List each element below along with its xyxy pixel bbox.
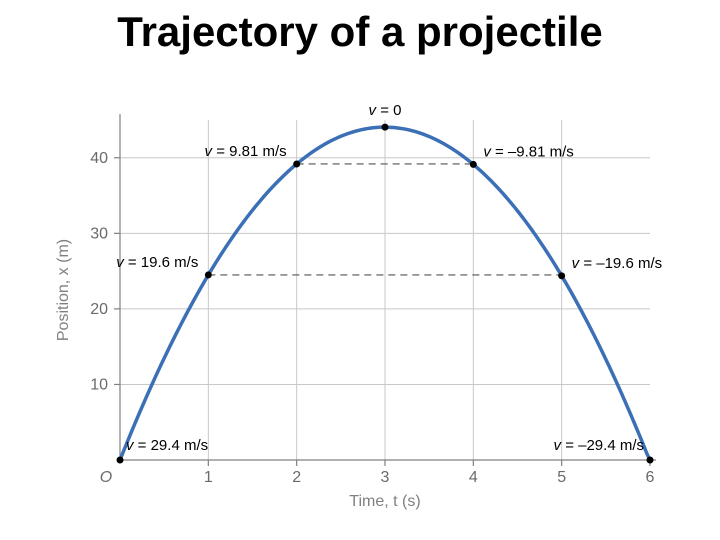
x-axis-label: Time, t (s) bbox=[349, 493, 420, 510]
origin-label: O bbox=[100, 469, 112, 486]
y-axis-label: Position, x (m) bbox=[55, 239, 72, 341]
x-tick-label: 5 bbox=[557, 469, 566, 486]
data-point bbox=[117, 457, 124, 464]
trajectory-chart: 1 2 3 4 5 6 10 20 30 40 O Time, t (s) Position, x (m… bbox=[40, 90, 680, 520]
x-tick-label: 2 bbox=[292, 469, 301, 486]
velocity-annotation: v = 29.4 m/s bbox=[126, 437, 208, 454]
velocity-annotation: v = 9.81 m/s bbox=[205, 143, 287, 160]
x-tick-label: 6 bbox=[646, 469, 655, 486]
slide: Trajectory of a projectile 1 2 3 4 5 6 10 20 30 4… bbox=[0, 0, 720, 540]
y-tick-label: 40 bbox=[90, 150, 108, 167]
velocity-annotation: v = –19.6 m/s bbox=[572, 255, 662, 272]
x-tick-label: 1 bbox=[204, 469, 213, 486]
velocity-annotation: v = 19.6 m/s bbox=[116, 254, 198, 271]
y-tick-label: 10 bbox=[90, 376, 108, 393]
data-point bbox=[647, 457, 654, 464]
slide-title: Trajectory of a projectile bbox=[0, 0, 720, 56]
data-point bbox=[382, 124, 389, 131]
velocity-annotation: v = –9.81 m/s bbox=[483, 143, 573, 160]
data-point bbox=[558, 272, 565, 279]
y-tick-label: 30 bbox=[90, 225, 108, 242]
data-point bbox=[470, 161, 477, 168]
x-tick-label: 4 bbox=[469, 469, 478, 486]
velocity-annotation: v = –29.4 m/s bbox=[554, 437, 644, 454]
data-point bbox=[205, 271, 212, 278]
velocity-annotation: v = 0 bbox=[369, 102, 402, 119]
y-tick-label: 20 bbox=[90, 301, 108, 318]
x-tick-label: 3 bbox=[381, 469, 390, 486]
data-point bbox=[293, 160, 300, 167]
